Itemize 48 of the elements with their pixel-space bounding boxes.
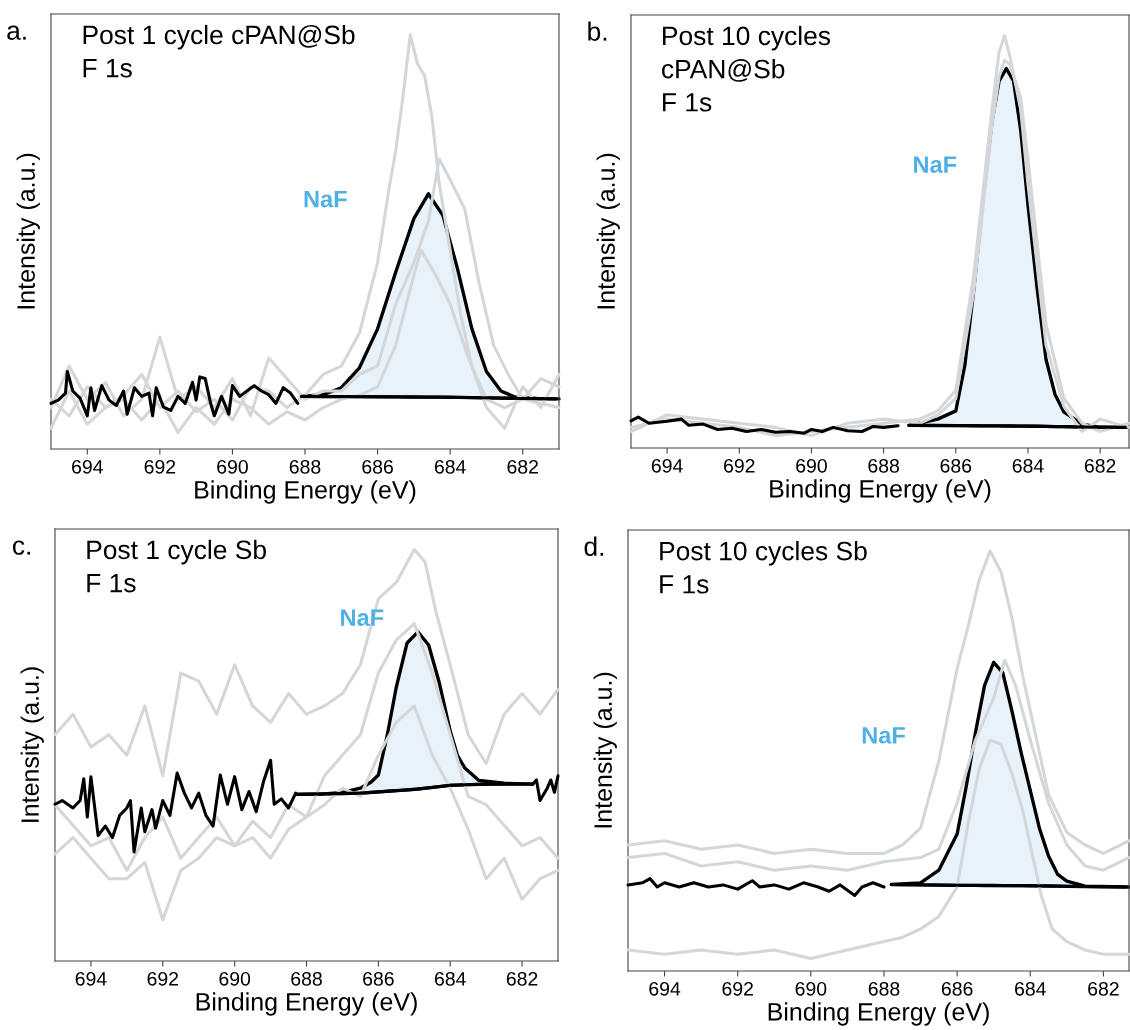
x-tick-label: 694 (75, 971, 107, 986)
x-tick-label: 688 (291, 971, 322, 986)
annotation: NaF (914, 156, 957, 173)
text: b. (588, 21, 607, 41)
x-axis-title: Binding Energy (eV) (770, 479, 991, 503)
x-tick-label: 682 (506, 971, 538, 986)
x-tick-label: 682 (507, 459, 538, 474)
text: Post 10 cycles cPAN@Sb F 1s (662, 25, 831, 112)
x-tick-label: 690 (219, 971, 251, 986)
y-axis-title: Intensity (a.u.) (20, 667, 44, 822)
x-tick-label: 684 (1015, 981, 1046, 996)
x-tick-label: 682 (1084, 458, 1116, 473)
x-tick-label: 692 (724, 458, 755, 473)
x-tick-label: 688 (868, 458, 899, 473)
x-tick-label: 694 (72, 459, 103, 474)
chart-title: Post 1 cycle cPAN@Sb F 1s (83, 24, 355, 78)
x-tick-label: 690 (796, 458, 827, 473)
text: c. (12, 540, 30, 555)
x-tick-label: 686 (940, 458, 972, 473)
x-tick-label: 686 (941, 981, 973, 996)
x-tick-label: 690 (795, 981, 827, 996)
chart-title: Post 10 cycles Sb F 1s (660, 541, 867, 594)
x-tick-label: 694 (651, 458, 683, 473)
x-tick-label: 686 (363, 971, 394, 986)
chart-title: Post 1 cycle Sb F 1s (87, 539, 266, 593)
text: d. (584, 536, 604, 556)
x-tick-label: 686 (362, 459, 393, 474)
text: a. (7, 25, 26, 40)
annotation: NaF (341, 609, 384, 627)
x-axis-title: Binding Energy (eV) (195, 480, 416, 504)
x-tick-label: 690 (217, 459, 248, 474)
x-tick-label: 684 (1012, 458, 1044, 473)
x-axis-title: Binding Energy (eV) (196, 992, 417, 1016)
x-tick-label: 694 (649, 981, 681, 996)
x-tick-label: 688 (289, 459, 321, 474)
x-axis-title: Binding Energy (eV) (768, 1002, 989, 1026)
y-axis-title: Intensity (a.u.) (593, 672, 617, 828)
x-tick-label: 682 (1088, 981, 1119, 996)
y-axis-title: Intensity (a.u.) (16, 153, 40, 309)
x-tick-label: 692 (722, 981, 753, 996)
y-axis-title: Intensity (a.u.) (596, 153, 620, 309)
x-tick-label: 692 (144, 459, 176, 474)
x-tick-label: 692 (147, 971, 179, 986)
x-tick-label: 684 (434, 971, 466, 986)
x-tick-label: 684 (434, 459, 466, 474)
annotation: NaF (304, 190, 347, 208)
x-tick-label: 688 (868, 981, 900, 996)
annotation: NaF (862, 727, 905, 744)
